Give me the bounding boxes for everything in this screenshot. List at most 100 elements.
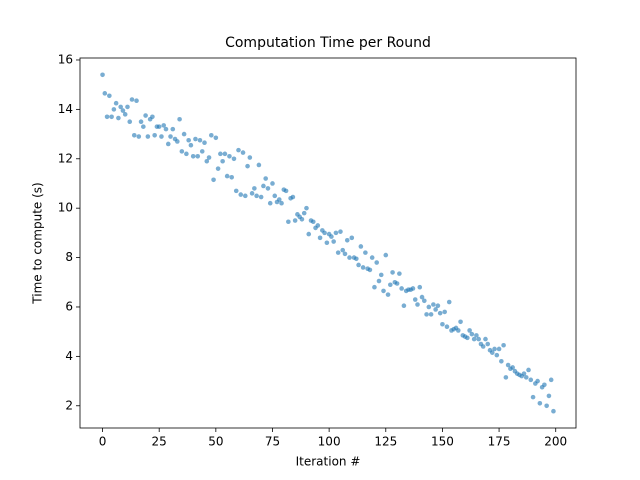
point: [501, 342, 506, 348]
point: [317, 235, 323, 241]
point: [410, 286, 416, 291]
y-tick-label: 14: [58, 102, 73, 116]
point: [499, 359, 504, 364]
y-tick-label: 16: [58, 52, 73, 66]
point: [551, 408, 556, 414]
point: [247, 155, 253, 160]
point: [360, 265, 366, 270]
point: [354, 256, 359, 262]
point: [324, 240, 330, 246]
point: [342, 251, 348, 257]
point: [322, 230, 327, 236]
point: [428, 312, 434, 317]
point: [426, 304, 432, 310]
point: [521, 371, 527, 376]
point: [433, 307, 438, 312]
point: [156, 124, 162, 129]
point: [109, 114, 114, 120]
point: [102, 91, 108, 96]
point: [349, 235, 355, 241]
point: [340, 247, 346, 253]
point: [100, 72, 105, 78]
point: [526, 367, 531, 373]
point: [306, 231, 312, 237]
point: [401, 303, 407, 309]
point: [476, 336, 481, 342]
point: [263, 176, 268, 181]
x-tick-label: 50: [208, 435, 223, 449]
point: [489, 350, 495, 355]
x-tick-label: 125: [374, 435, 397, 449]
point: [492, 346, 497, 352]
point: [435, 303, 441, 309]
point: [143, 113, 148, 118]
point: [193, 136, 198, 142]
point: [276, 197, 282, 202]
point: [129, 97, 135, 102]
point: [267, 200, 273, 206]
x-tick-label: 100: [318, 435, 341, 449]
point: [467, 328, 472, 333]
point: [177, 116, 182, 122]
y-axis-label: Time to compute (s): [31, 182, 45, 304]
point: [523, 375, 529, 380]
x-axis-label: Iteration #: [296, 455, 361, 469]
point: [333, 230, 339, 236]
point: [444, 324, 450, 330]
point: [290, 194, 296, 200]
point: [195, 154, 201, 159]
point: [344, 237, 350, 243]
point: [240, 150, 246, 155]
point: [152, 133, 157, 138]
point: [419, 294, 425, 300]
point: [424, 312, 429, 317]
point: [227, 154, 232, 159]
x-tick-label: 0: [99, 435, 107, 449]
point: [530, 394, 536, 400]
point: [161, 123, 167, 128]
point: [131, 133, 137, 138]
point: [256, 162, 262, 168]
point: [206, 155, 212, 160]
point: [224, 173, 230, 179]
point: [188, 142, 194, 148]
point: [202, 140, 207, 146]
point: [175, 139, 180, 144]
x-tick-label: 25: [152, 435, 167, 449]
point: [258, 194, 264, 200]
point: [141, 124, 146, 129]
point: [480, 344, 486, 349]
point: [358, 244, 364, 249]
point: [369, 255, 375, 260]
point: [127, 119, 133, 125]
point: [261, 183, 266, 189]
y-tick-label: 4: [65, 349, 73, 363]
point: [335, 250, 341, 255]
point: [372, 284, 377, 290]
point: [286, 219, 291, 225]
point: [238, 192, 244, 197]
point: [122, 112, 128, 117]
point: [150, 114, 155, 120]
point: [376, 278, 382, 284]
point: [442, 309, 447, 315]
y-tick-label: 8: [65, 250, 73, 264]
point: [304, 205, 309, 211]
y-tick-label: 12: [58, 151, 73, 165]
point: [385, 292, 391, 297]
point: [363, 250, 368, 255]
point: [245, 163, 250, 169]
point: [494, 352, 500, 358]
point: [455, 328, 461, 333]
point: [367, 267, 373, 273]
point: [125, 104, 130, 110]
point: [218, 151, 223, 157]
point: [415, 302, 420, 307]
point: [279, 200, 284, 206]
point: [209, 133, 214, 138]
x-tick-label: 200: [544, 435, 567, 449]
point: [159, 134, 164, 139]
point: [331, 239, 336, 244]
point: [197, 137, 203, 143]
